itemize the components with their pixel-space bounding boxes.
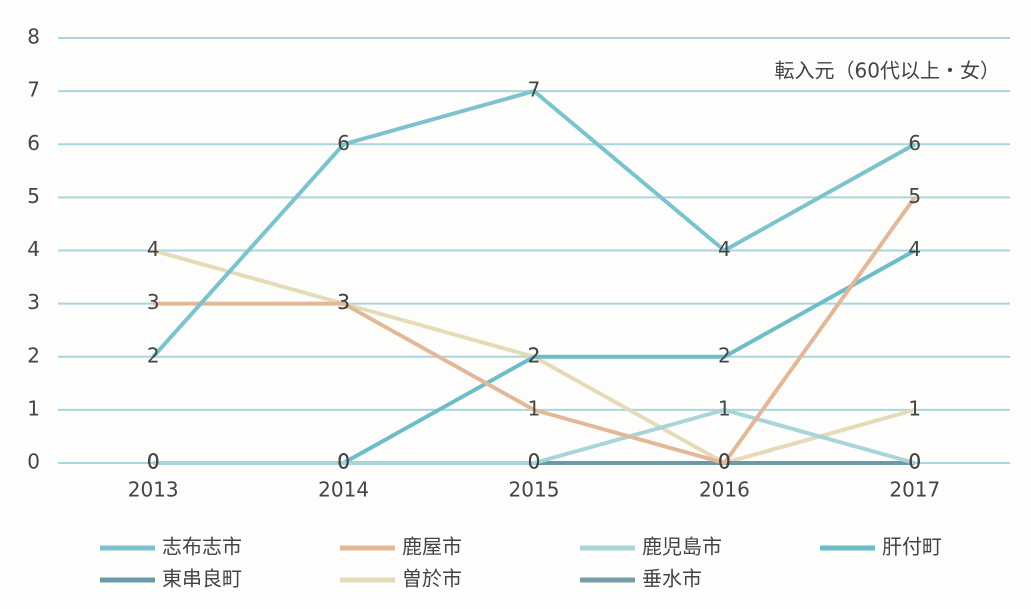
y-tick-label: 2 [27, 343, 40, 367]
data-label: 0 [337, 450, 350, 474]
x-tick-label: 2016 [699, 478, 750, 502]
x-tick-label: 2017 [889, 478, 940, 502]
data-label: 0 [908, 450, 921, 474]
data-label: 3 [337, 290, 350, 314]
data-label: 0 [528, 450, 541, 474]
data-label: 0 [718, 450, 731, 474]
data-label: 2 [147, 343, 160, 367]
y-tick-label: 8 [27, 25, 40, 49]
data-label: 4 [147, 237, 160, 261]
series-line [153, 407, 916, 465]
data-label: 0 [908, 450, 921, 474]
data-label: 3 [337, 290, 350, 314]
y-tick-label: 7 [27, 78, 40, 102]
y-tick-label: 4 [27, 237, 40, 261]
data-label: 2 [528, 343, 541, 367]
data-label: 0 [337, 450, 350, 474]
annotation: 転入元（60代以上・女） [775, 59, 1000, 83]
y-tick-label: 1 [27, 396, 40, 420]
series-line [153, 196, 917, 465]
y-tick-label: 6 [27, 131, 40, 155]
data-label: 3 [147, 290, 160, 314]
legend-label: 鹿児島市 [642, 535, 722, 559]
x-tick-label: 2015 [509, 478, 560, 502]
data-label: 6 [337, 131, 350, 155]
data-label: 0 [337, 450, 350, 474]
legend-label: 鹿屋市 [402, 535, 462, 559]
data-label: 2 [528, 343, 541, 367]
data-label: 0 [147, 450, 160, 474]
legend-label: 垂水市 [642, 567, 702, 591]
data-label: 4 [908, 237, 921, 261]
y-tick-label: 5 [27, 184, 40, 208]
data-label: 0 [147, 450, 160, 474]
data-label: 0 [718, 450, 731, 474]
data-label: 1 [908, 396, 921, 420]
y-tick-label: 0 [27, 450, 40, 474]
series-line [151, 89, 916, 359]
data-label: 0 [718, 450, 731, 474]
data-label: 5 [908, 184, 921, 208]
data-label: 1 [528, 396, 541, 420]
data-label: 2 [718, 343, 731, 367]
x-tick-label: 2013 [128, 478, 179, 502]
data-label: 6 [908, 131, 921, 155]
data-label: 4 [718, 237, 731, 261]
legend-label: 曽於市 [402, 567, 462, 591]
data-label: 0 [147, 450, 160, 474]
data-label: 0 [908, 450, 921, 474]
data-label: 0 [718, 450, 731, 474]
data-label: 0 [528, 450, 541, 474]
data-label: 0 [147, 450, 160, 474]
x-tick-label: 2014 [318, 478, 369, 502]
data-label: 7 [528, 78, 541, 102]
data-label: 1 [718, 396, 731, 420]
y-tick-label: 3 [27, 290, 40, 314]
legend-label: 肝付町 [882, 535, 942, 559]
data-label: 0 [528, 450, 541, 474]
data-label: 0 [337, 450, 350, 474]
legend-label: 東串良町 [162, 567, 242, 591]
legend-label: 志布志市 [162, 535, 242, 559]
